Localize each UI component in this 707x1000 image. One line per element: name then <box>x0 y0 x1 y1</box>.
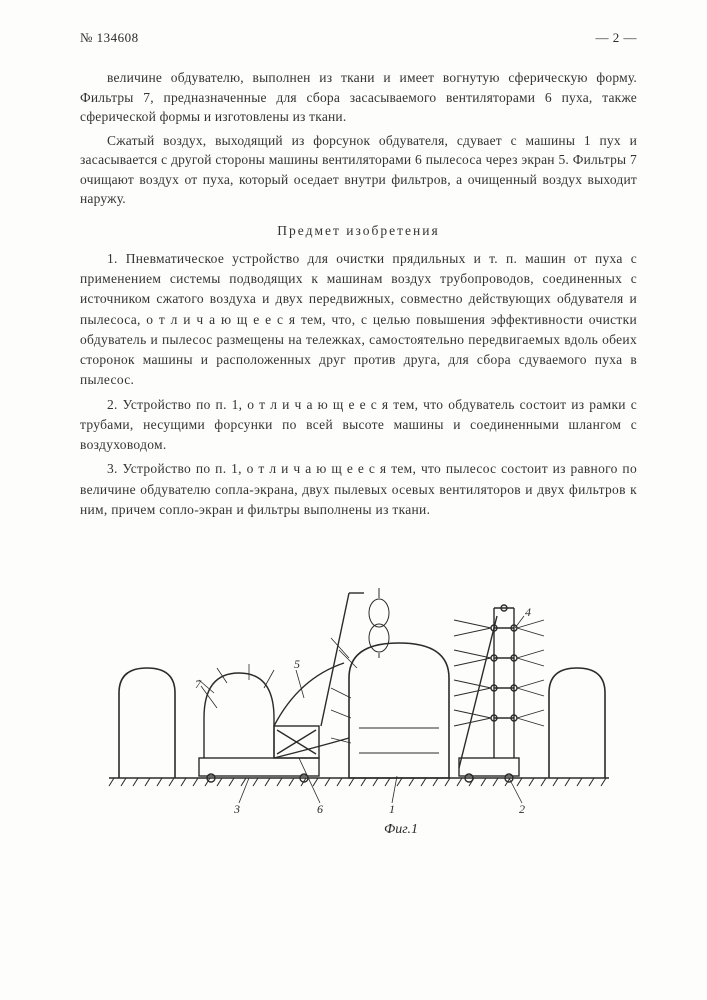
body-paragraph-1: величине обдувателю, выполнен из ткани и… <box>80 68 637 127</box>
figure-svg: 1 2 3 4 5 6 7 Фиг.1 <box>99 558 619 838</box>
claim-3: 3. Устройство по п. 1, о т л и ч а ю щ е… <box>80 459 637 520</box>
claims-block: 1. Пневматическое устройство для очистки… <box>80 249 637 520</box>
fig-label-4: 4 <box>525 605 531 619</box>
fig-label-5: 5 <box>294 657 300 671</box>
page-marker: — 2 — <box>596 30 638 46</box>
fig-label-1: 1 <box>389 802 395 816</box>
fig-label-7: 7 <box>195 677 202 691</box>
document-number: № 134608 <box>80 30 139 46</box>
body-paragraph-2: Сжатый воздух, выходящий из форсунок обд… <box>80 131 637 209</box>
body-text-block: величине обдувателю, выполнен из ткани и… <box>80 68 637 209</box>
claim-1: 1. Пневматическое устройство для очистки… <box>80 249 637 391</box>
figure-caption: Фиг.1 <box>384 822 418 837</box>
fig-label-2: 2 <box>519 802 525 816</box>
section-title: Предмет изобретения <box>80 223 637 239</box>
claim-2: 2. Устройство по п. 1, о т л и ч а ю щ е… <box>80 395 637 456</box>
figure-1: 1 2 3 4 5 6 7 Фиг.1 <box>80 558 637 838</box>
fig-label-3: 3 <box>233 802 240 816</box>
fig-label-6: 6 <box>317 802 323 816</box>
